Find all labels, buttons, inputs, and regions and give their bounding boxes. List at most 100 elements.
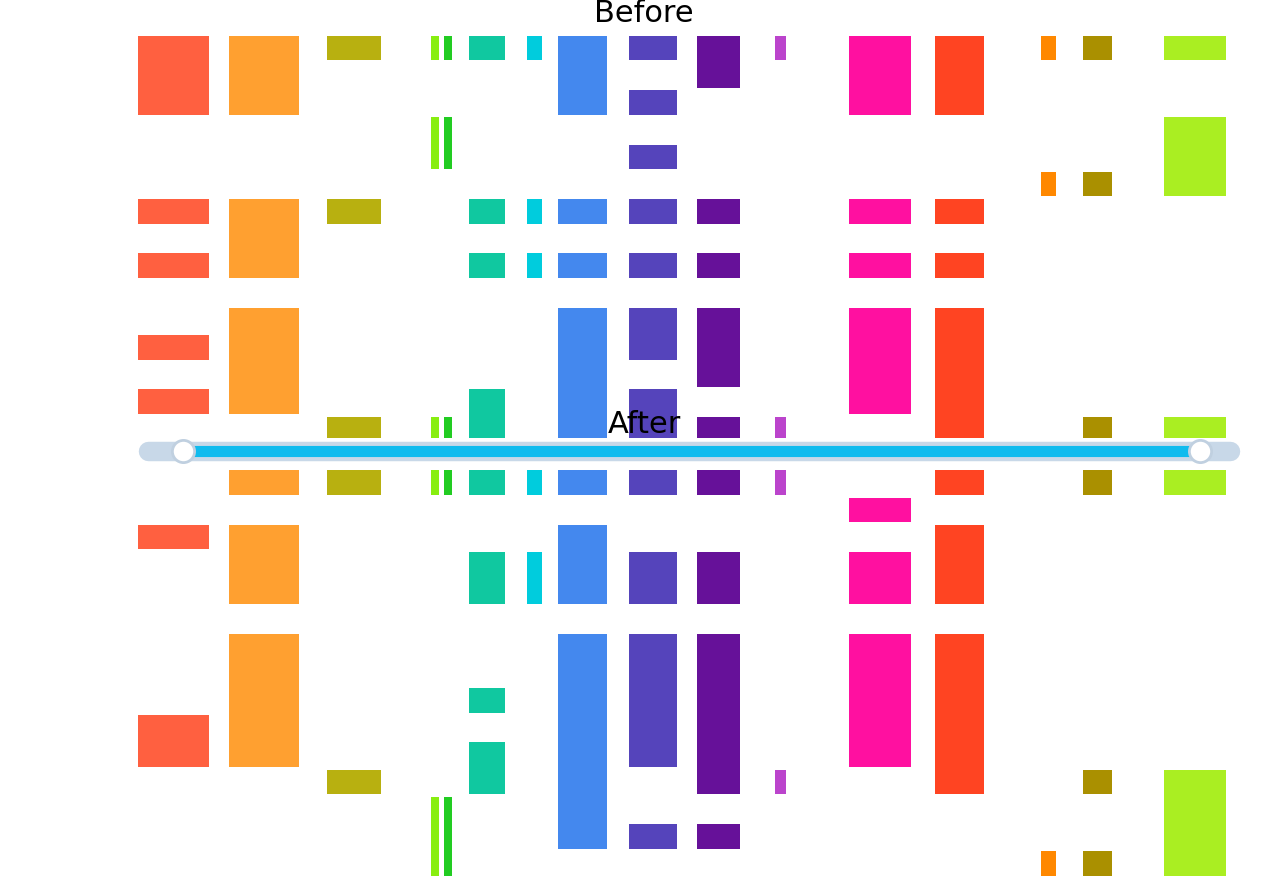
Bar — [444, 119, 452, 170]
Bar — [849, 37, 911, 115]
Bar — [558, 471, 607, 495]
Bar — [629, 553, 677, 604]
Bar — [558, 308, 607, 441]
Bar — [629, 37, 677, 61]
Bar — [327, 471, 381, 495]
Bar — [469, 37, 505, 61]
Bar — [469, 254, 505, 278]
Bar — [228, 634, 299, 767]
Bar — [629, 390, 677, 441]
Bar — [139, 254, 209, 278]
Bar — [935, 200, 984, 224]
Bar — [629, 145, 677, 170]
Bar — [431, 417, 439, 441]
Bar — [849, 634, 911, 767]
Bar — [527, 200, 542, 224]
Bar — [228, 308, 299, 415]
Bar — [698, 824, 739, 849]
Bar — [139, 716, 209, 767]
Bar — [1164, 471, 1226, 495]
Bar — [1083, 173, 1112, 197]
Bar — [1041, 173, 1056, 197]
Bar — [775, 471, 786, 495]
Bar — [558, 200, 607, 224]
Bar — [527, 254, 542, 278]
Bar — [1083, 770, 1112, 794]
Bar — [935, 525, 984, 604]
Bar — [327, 770, 381, 794]
Bar — [139, 37, 209, 115]
Bar — [558, 37, 607, 115]
Bar — [444, 37, 452, 61]
Bar — [431, 471, 439, 495]
Bar — [1083, 471, 1112, 495]
Bar — [228, 37, 299, 115]
Bar — [935, 37, 984, 115]
Bar — [469, 688, 505, 712]
Bar — [558, 525, 607, 604]
Bar — [469, 471, 505, 495]
Bar — [849, 254, 911, 278]
Text: After: After — [608, 409, 680, 439]
Bar — [469, 200, 505, 224]
Bar — [1041, 37, 1056, 61]
Bar — [1164, 119, 1226, 197]
Bar — [139, 390, 209, 415]
Bar — [558, 254, 607, 278]
Bar — [444, 797, 452, 875]
Bar — [1164, 770, 1226, 875]
Bar — [849, 498, 911, 523]
Bar — [527, 37, 542, 61]
Bar — [698, 417, 739, 441]
Bar — [698, 634, 739, 794]
Bar — [849, 553, 911, 604]
Bar — [469, 742, 505, 794]
Bar — [1083, 851, 1112, 875]
Bar — [444, 417, 452, 441]
Bar — [849, 308, 911, 415]
Bar — [935, 471, 984, 495]
Bar — [139, 200, 209, 224]
Bar — [849, 200, 911, 224]
Bar — [775, 417, 786, 441]
Bar — [1083, 37, 1112, 61]
Bar — [935, 308, 984, 441]
Bar — [327, 200, 381, 224]
Bar — [431, 797, 439, 875]
Title: Before: Before — [594, 0, 694, 27]
Bar — [629, 824, 677, 849]
Bar — [698, 553, 739, 604]
Bar — [629, 634, 677, 767]
Bar — [698, 37, 739, 89]
Bar — [629, 91, 677, 115]
Bar — [431, 119, 439, 170]
Bar — [775, 37, 786, 61]
Bar — [558, 634, 607, 849]
Bar — [444, 471, 452, 495]
Bar — [327, 417, 381, 441]
Bar — [629, 308, 677, 360]
Bar — [935, 634, 984, 794]
Bar — [139, 525, 209, 549]
Bar — [698, 200, 739, 224]
Bar — [629, 254, 677, 278]
Bar — [228, 200, 299, 278]
Bar — [775, 770, 786, 794]
Bar — [935, 254, 984, 278]
Bar — [527, 471, 542, 495]
Bar — [698, 471, 739, 495]
Bar — [469, 553, 505, 604]
Bar — [431, 37, 439, 61]
Bar — [327, 37, 381, 61]
Bar — [228, 525, 299, 604]
Bar — [139, 336, 209, 360]
Bar — [1041, 851, 1056, 875]
Bar — [1164, 417, 1226, 441]
Bar — [698, 254, 739, 278]
Bar — [228, 471, 299, 495]
Bar — [527, 553, 542, 604]
Bar — [698, 308, 739, 387]
Bar — [629, 200, 677, 224]
Bar — [469, 390, 505, 441]
Bar — [1164, 37, 1226, 61]
